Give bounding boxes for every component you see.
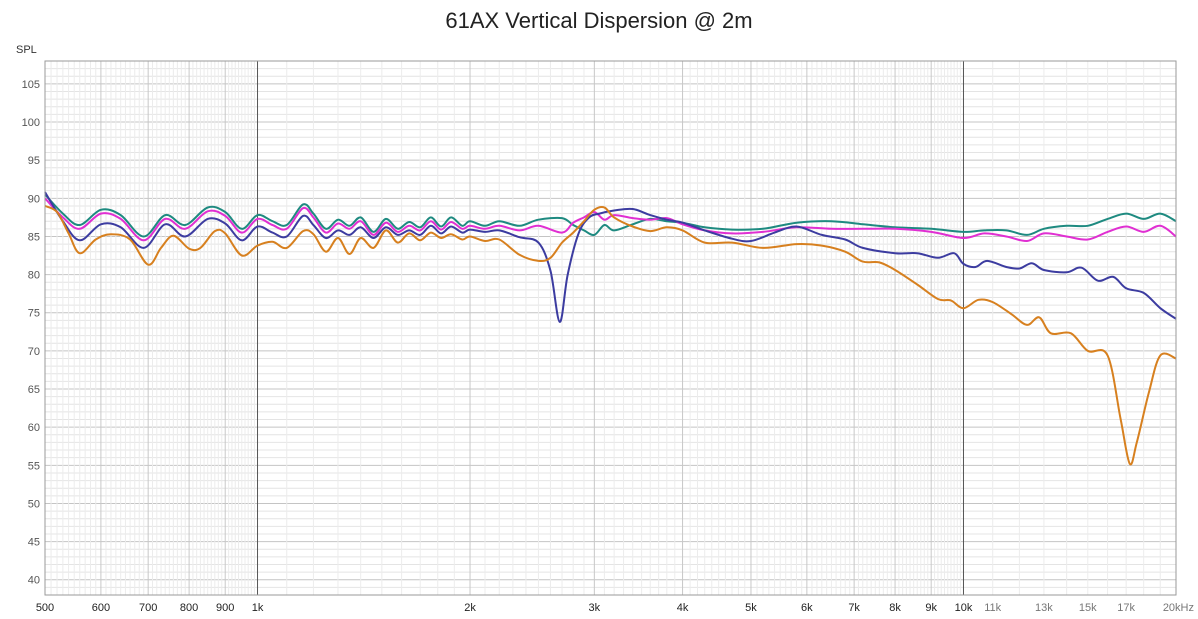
- x-tick-label: 6k: [801, 602, 813, 614]
- series-line-2: [44, 197, 1177, 243]
- y-tick-label: 65: [28, 384, 40, 396]
- x-tick-label: 700: [139, 602, 157, 614]
- x-tick-label: 4k: [677, 602, 689, 614]
- x-tick-label: 11k: [984, 602, 1001, 614]
- y-tick-label: 75: [28, 308, 40, 320]
- y-tick-label: 60: [28, 422, 40, 434]
- x-tick-label: 2k: [464, 602, 476, 614]
- series-line-3: [44, 191, 1177, 323]
- x-tick-label: 17k: [1117, 602, 1135, 614]
- grid-layer: [44, 60, 1177, 596]
- plot-frame: [44, 60, 1177, 596]
- tick-layer: 40 45 50 55 60 65 70 75 80 85 90 95 100 105 500 600 700 8…: [22, 79, 1194, 614]
- x-tick-label: 20kHz: [1163, 602, 1194, 614]
- x-tick-label: 7k: [848, 602, 860, 614]
- series-layer: [44, 191, 1177, 466]
- x-tick-label: 800: [180, 602, 198, 614]
- y-axis-title: SPL: [16, 44, 37, 56]
- x-tick-label: 10k: [955, 602, 973, 614]
- y-tick-label: 50: [28, 498, 40, 510]
- x-tick-label: 900: [216, 602, 234, 614]
- x-tick-label: 600: [92, 602, 110, 614]
- series-line-1: [44, 193, 1177, 238]
- y-tick-label: 45: [28, 537, 40, 549]
- x-tick-label: 13k: [1035, 602, 1053, 614]
- chart-title: 61AX Vertical Dispersion @ 2m: [445, 8, 753, 33]
- x-tick-label: 5k: [745, 602, 757, 614]
- x-tick-label: 3k: [589, 602, 601, 614]
- y-tick-label: 95: [28, 155, 40, 167]
- x-tick-label: 9k: [925, 602, 937, 614]
- x-tick-label: 500: [36, 602, 54, 614]
- y-tick-label: 100: [22, 117, 40, 129]
- y-tick-label: 55: [28, 460, 40, 472]
- y-tick-label: 105: [22, 79, 40, 91]
- x-tick-label: 15k: [1079, 602, 1097, 614]
- y-tick-label: 40: [28, 575, 40, 587]
- y-tick-label: 85: [28, 231, 40, 243]
- y-tick-label: 80: [28, 270, 40, 282]
- x-tick-label: 1k: [252, 602, 264, 614]
- y-tick-label: 90: [28, 193, 40, 205]
- y-tick-label: 70: [28, 346, 40, 358]
- x-tick-label: 8k: [889, 602, 901, 614]
- series-line-4: [44, 204, 1177, 466]
